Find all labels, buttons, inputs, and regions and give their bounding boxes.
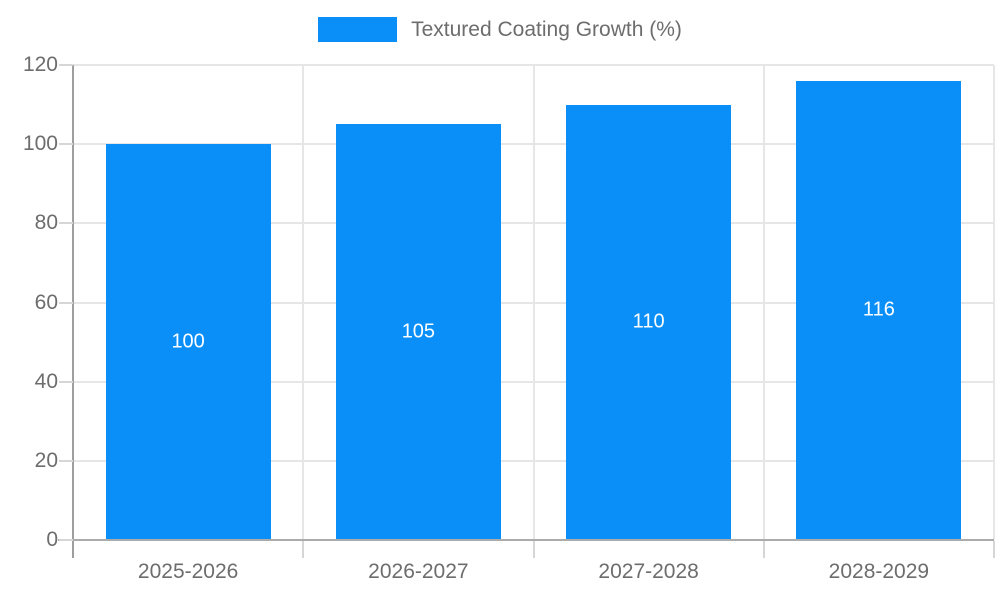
gridline-vertical bbox=[993, 65, 995, 540]
gridline-vertical bbox=[532, 65, 535, 540]
y-tick-mark bbox=[59, 143, 73, 146]
bar bbox=[566, 105, 732, 540]
y-tick-label: 100 bbox=[22, 132, 58, 156]
y-axis-line bbox=[72, 65, 74, 558]
bar bbox=[335, 124, 501, 540]
y-tick-mark bbox=[59, 380, 73, 383]
y-tick-label: 40 bbox=[34, 369, 58, 393]
y-tick-mark bbox=[59, 459, 73, 462]
y-tick-label: 20 bbox=[34, 448, 58, 472]
x-tick-mark bbox=[532, 541, 535, 558]
x-tick-mark bbox=[302, 541, 305, 558]
y-tick-label: 60 bbox=[34, 290, 58, 314]
bar-value-label: 110 bbox=[632, 310, 665, 333]
x-tick-mark bbox=[993, 541, 995, 558]
bar-value-label: 116 bbox=[862, 298, 895, 321]
y-tick-mark bbox=[59, 222, 73, 225]
legend-label: Textured Coating Growth (%) bbox=[411, 17, 682, 41]
x-tick-label: 2025-2026 bbox=[137, 560, 239, 583]
gridline-vertical bbox=[302, 65, 305, 540]
y-tick-label: 80 bbox=[34, 211, 58, 235]
gridline-vertical bbox=[762, 65, 765, 540]
x-tick-label: 2028-2029 bbox=[828, 560, 930, 583]
x-tick-mark bbox=[762, 541, 765, 558]
bar-value-label: 105 bbox=[401, 320, 436, 343]
x-tick-label: 2026-2027 bbox=[368, 560, 469, 583]
x-tick-label: 2027-2028 bbox=[598, 560, 699, 583]
y-tick-mark bbox=[59, 539, 73, 541]
y-tick-mark bbox=[59, 301, 73, 304]
y-tick-mark bbox=[59, 64, 73, 66]
y-tick-label: 0 bbox=[46, 528, 58, 551]
bar bbox=[105, 144, 271, 540]
bar bbox=[796, 81, 962, 540]
bar-value-label: 100 bbox=[171, 330, 205, 353]
chart-legend[interactable]: Textured Coating Growth (%) bbox=[0, 17, 1000, 42]
x-axis-line bbox=[58, 539, 994, 541]
legend-swatch bbox=[318, 17, 398, 42]
plot-area: 100 105 110 116 bbox=[73, 64, 995, 540]
y-tick-label: 120 bbox=[22, 53, 58, 76]
